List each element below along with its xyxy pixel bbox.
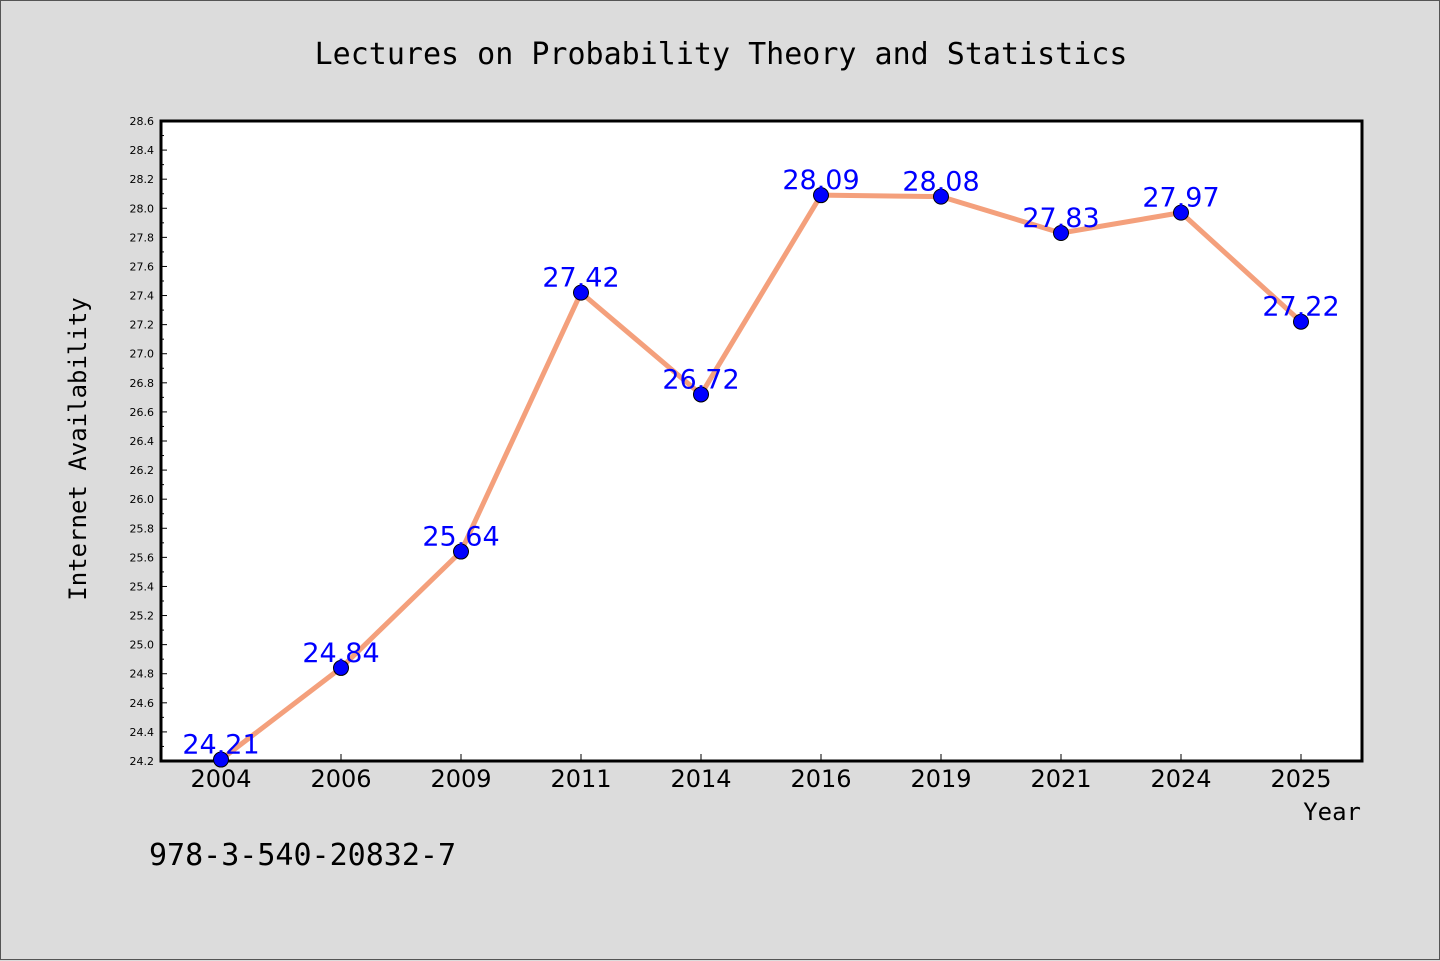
data-label: 27.42 [542, 263, 619, 294]
y-tick-label: 24.2 [130, 755, 155, 768]
y-tick-label: 25.0 [130, 639, 155, 652]
x-tick-label: 2004 [190, 765, 251, 793]
data-point [573, 284, 589, 301]
data-label: 24.84 [302, 638, 379, 669]
data-point [1173, 204, 1189, 221]
chart-title: Lectures on Probability Theory and Stati… [315, 37, 1128, 72]
plot-area [159, 119, 1364, 763]
y-tick-label: 26.0 [130, 493, 155, 506]
x-tick-label: 2016 [790, 765, 851, 793]
data-point [333, 659, 349, 676]
x-axis: 2004 2006 2009 2011 2014 2016 2019 2021 2024 2025 [190, 754, 1332, 793]
y-tick-label: 28.2 [130, 173, 155, 186]
y-axis-label: Internet Availability [64, 297, 92, 600]
y-tick-label: 26.6 [130, 406, 155, 419]
data-label: 28.08 [902, 167, 979, 198]
y-tick-label: 26.8 [130, 377, 155, 390]
isbn-annotation: 978-3-540-20832-7 [149, 838, 456, 873]
y-tick-label: 25.6 [130, 551, 155, 564]
y-tick-label: 26.2 [130, 464, 155, 477]
data-label: 28.09 [782, 165, 859, 196]
series-line-group: 24.21 24.84 25.64 27.42 26.72 28.09 28.08 27.83… [182, 165, 1340, 768]
y-axis: 24.2 24.4 24.6 24.8 25.0 25.2 25.4 25.6 25.8 26.0… [130, 115, 167, 768]
data-point [1293, 313, 1309, 330]
series-line [218, 192, 1304, 763]
data-point [213, 751, 229, 768]
x-tick-label: 2011 [550, 765, 611, 793]
x-tick-label: 2006 [310, 765, 371, 793]
data-point [1053, 225, 1069, 241]
y-tick-label: 24.8 [130, 668, 155, 681]
y-tick-label: 28.0 [130, 202, 155, 215]
data-label: 27.97 [1142, 183, 1219, 214]
data-label: 27.22 [1262, 292, 1339, 323]
data-point [813, 187, 829, 204]
data-label: 26.72 [662, 364, 739, 395]
y-tick-label: 27.4 [130, 290, 155, 303]
data-label: 25.64 [422, 522, 499, 553]
y-tick-label: 27.0 [130, 348, 155, 361]
y-tick-label: 27.2 [130, 319, 155, 332]
x-tick-label: 2025 [1270, 765, 1331, 793]
y-tick-label: 26.4 [130, 435, 155, 448]
y-tick-label: 24.4 [130, 726, 155, 739]
y-tick-label: 27.8 [130, 231, 155, 244]
x-tick-label: 2024 [1150, 765, 1211, 793]
y-tick-label: 28.4 [130, 144, 155, 157]
data-point [453, 543, 469, 560]
x-tick-label: 2014 [670, 765, 731, 793]
y-tick-label: 25.8 [130, 522, 155, 535]
data-label: 24.21 [182, 730, 259, 761]
data-point [933, 188, 949, 205]
y-tick-label: 25.4 [130, 580, 155, 593]
data-point [693, 386, 709, 403]
x-tick-label: 2019 [910, 765, 971, 793]
x-tick-label: 2009 [430, 765, 491, 793]
y-tick-label: 27.6 [130, 260, 155, 273]
y-tick-label: 28.6 [130, 115, 155, 128]
data-label: 27.83 [1022, 203, 1099, 234]
y-tick-label: 25.2 [130, 610, 155, 623]
x-axis-label: Year [1303, 798, 1361, 826]
x-tick-label: 2021 [1030, 765, 1091, 793]
y-tick-label: 24.6 [130, 697, 155, 710]
